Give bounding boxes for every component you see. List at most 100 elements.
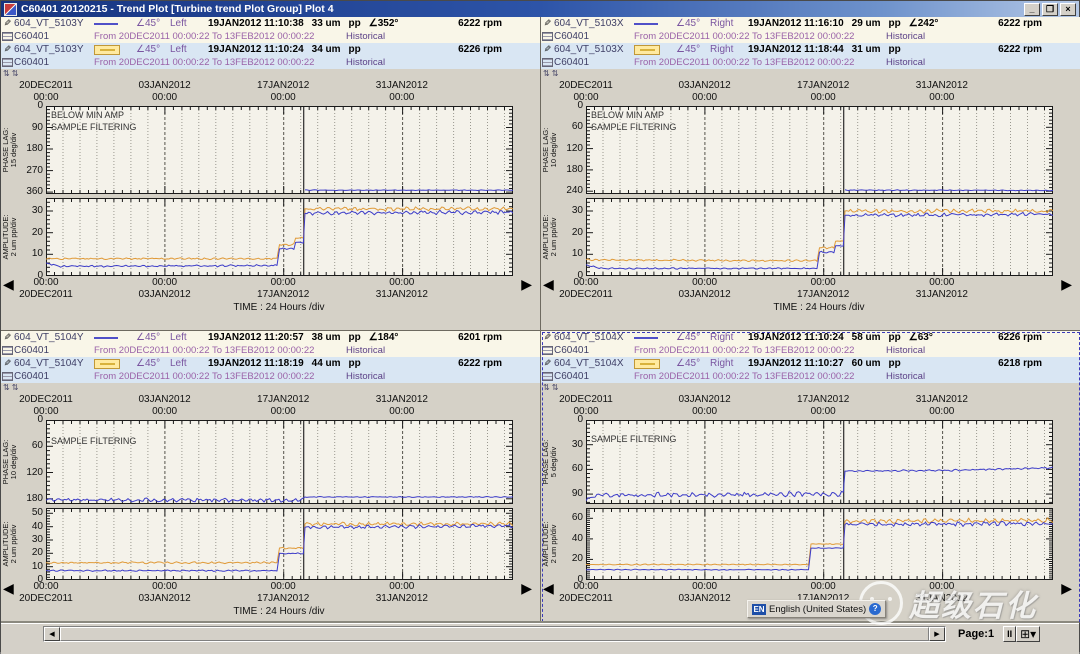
time-axis-bottom: 00:00 20DEC2011 00:00 03JAN2012 00:00 17JAN20…	[541, 276, 1080, 328]
pan-left-arrow[interactable]: ◀	[3, 276, 14, 292]
window-controls: _ ❐ ×	[1024, 2, 1076, 16]
pan-right-arrow[interactable]: ▶	[521, 276, 532, 292]
quadrant-top-left[interactable]: ✎ 604_VT_5103Y ∠45° Left 19JAN2012 11:10:38 3…	[1, 17, 541, 331]
machine-info-row[interactable]: C60401 From 20DEC2011 00:00:22 To 13FEB20…	[541, 56, 1080, 69]
machine-icon	[1, 346, 14, 355]
axis-date-label: 17JAN2012 00:00	[257, 80, 310, 103]
channel-header-row[interactable]: ✎ 604_VT_5103Y ∠45° Left 19JAN2012 11:10:38 3…	[1, 17, 540, 30]
close-button[interactable]: ×	[1060, 2, 1076, 16]
channel-angle: ∠45°	[136, 358, 161, 369]
channel-reading: 19JAN2012 11:18:19 44 um pp	[208, 357, 361, 370]
axis-date-label: 00:00 31JAN2012	[915, 581, 968, 604]
axis-date-label: 00:00 31JAN2012	[375, 277, 428, 300]
machine-info-row[interactable]: C60401 From 20DEC2011 00:00:22 To 13FEB20…	[541, 30, 1080, 43]
channel-name: 604_VT_5103Y	[14, 18, 84, 29]
language-abbr-badge[interactable]: EN	[752, 603, 766, 615]
plot-canvas[interactable]: SAMPLE FILTERING	[586, 420, 1053, 504]
quadrant-bottom-right[interactable]: ✎ 604_VT_5104X ∠45° Right 19JAN2012 11:10:24…	[541, 331, 1080, 623]
machine-info-row[interactable]: C60401 From 20DEC2011 00:00:22 To 13FEB20…	[541, 344, 1080, 357]
minimize-button[interactable]: _	[1024, 2, 1040, 16]
horizontal-scrollbar[interactable]: ◀ ▶	[43, 626, 946, 642]
channel-header-row[interactable]: ✎ 604_VT_5104X ∠45° Right 19JAN2012 11:10:27…	[541, 357, 1080, 370]
pause-button[interactable]: II	[1003, 626, 1017, 642]
plot-area[interactable]	[46, 508, 513, 580]
machine-info-row[interactable]: C60401 From 20DEC2011 00:00:22 To 13FEB20…	[1, 344, 540, 357]
tick-label: 30	[31, 205, 43, 216]
direct-series-legend-icon	[94, 336, 136, 339]
pen-icon: ✎	[543, 18, 552, 28]
help-icon[interactable]: ?	[869, 603, 882, 615]
plot-canvas[interactable]	[586, 198, 1053, 276]
pan-left-arrow[interactable]: ◀	[543, 276, 554, 292]
expand-icon[interactable]: ⇅	[551, 382, 559, 392]
axis-date-label: 31JAN2012 00:00	[375, 80, 428, 103]
plot-area[interactable]: SAMPLE FILTERING	[586, 420, 1053, 504]
pan-left-arrow[interactable]: ◀	[3, 580, 14, 596]
scroll-right-button[interactable]: ▶	[929, 627, 945, 641]
scroll-left-button[interactable]: ◀	[44, 627, 60, 641]
channel-header-row[interactable]: ✎ 604_VT_5104X ∠45° Right 19JAN2012 11:10:24…	[541, 331, 1080, 344]
scrollbar-thumb[interactable]	[60, 627, 929, 641]
language-bar[interactable]: EN English (United States) ?	[747, 600, 887, 618]
plot-area[interactable]	[586, 508, 1053, 580]
machine-icon	[541, 372, 554, 381]
plot-canvas[interactable]	[46, 198, 513, 276]
plot-area[interactable]: BELOW MIN AMP SAMPLE FILTERING	[46, 106, 513, 194]
expand-icon[interactable]: ⇅	[551, 68, 559, 78]
plot-canvas[interactable]	[46, 508, 513, 580]
channel-header-row[interactable]: ✎ 604_VT_5103X ∠45° Right 19JAN2012 11:18:44…	[541, 43, 1080, 56]
pan-right-arrow[interactable]: ▶	[1061, 276, 1072, 292]
channel-angle: ∠45°	[136, 18, 161, 29]
expand-icon[interactable]: ⇅	[3, 382, 10, 392]
tick-label: 90	[31, 121, 43, 133]
expand-icon[interactable]: ⇅	[11, 68, 19, 78]
title-bar[interactable]: C60401 20120215 - Trend Plot [Turbine tr…	[1, 1, 1079, 17]
expand-icon[interactable]: ⇅	[543, 382, 550, 392]
language-name-label[interactable]: English (United States)	[769, 603, 867, 615]
expand-icon[interactable]: ⇅	[543, 68, 550, 78]
channel-header-row[interactable]: ✎ 604_VT_5104Y ∠45° Left 19JAN2012 11:18:19 4…	[1, 357, 540, 370]
phase-plot: PHASE LAG: 15 deg/div 0 90 180 270 360 BELOW MI…	[1, 101, 513, 197]
tick-label: 180	[26, 492, 43, 504]
axis-date-label: 00:00 20DEC2011	[559, 277, 613, 300]
channel-reading: 19JAN2012 11:18:44 31 um pp	[748, 43, 901, 56]
axis-date-label: 00:00 03JAN2012	[138, 581, 191, 604]
restore-button[interactable]: ❐	[1042, 2, 1058, 16]
tick-label: 270	[26, 164, 43, 176]
quadrant-bottom-left[interactable]: ✎ 604_VT_5104Y ∠45° Left 19JAN2012 11:20:57 3…	[1, 331, 541, 623]
expand-icon[interactable]: ⇅	[3, 68, 10, 78]
time-per-div-caption: TIME : 24 Hours /div	[233, 606, 325, 617]
collapse-controls: ⇅ ⇅	[541, 383, 1080, 392]
data-mode: Historical	[346, 57, 386, 68]
data-mode: Historical	[346, 31, 386, 42]
machine-info-row[interactable]: C60401 From 20DEC2011 00:00:22 To 13FEB20…	[541, 370, 1080, 383]
pan-right-arrow[interactable]: ▶	[1061, 580, 1072, 596]
channel-header-row[interactable]: ✎ 604_VT_5104Y ∠45° Left 19JAN2012 11:20:57 3…	[1, 331, 540, 344]
pan-right-arrow[interactable]: ▶	[521, 580, 532, 596]
expand-icon[interactable]: ⇅	[11, 382, 19, 392]
axis-date-label: 00:00 20DEC2011	[19, 581, 73, 604]
machine-info-row[interactable]: C60401 From 20DEC2011 00:00:22 To 13FEB20…	[1, 370, 540, 383]
machine-info-row[interactable]: C60401 From 20DEC2011 00:00:22 To 13FEB20…	[1, 56, 540, 69]
channel-name: 604_VT_5104X	[554, 332, 624, 343]
pan-left-arrow[interactable]: ◀	[543, 580, 554, 596]
plot-canvas[interactable]	[586, 508, 1053, 580]
plot-canvas[interactable]: SAMPLE FILTERING	[46, 420, 513, 504]
plot-canvas[interactable]: BELOW MIN AMP SAMPLE FILTERING	[586, 106, 1053, 194]
layout-grid-button[interactable]: ⊞▾	[1016, 626, 1041, 642]
plot-area[interactable]: BELOW MIN AMP SAMPLE FILTERING	[586, 106, 1053, 194]
plot-area[interactable]	[586, 198, 1053, 276]
machine-name: C60401	[14, 31, 50, 42]
channel-header-row[interactable]: ✎ 604_VT_5103X ∠45° Right 19JAN2012 11:16:10…	[541, 17, 1080, 30]
pen-icon: ✎	[543, 358, 552, 368]
plot-area[interactable]: SAMPLE FILTERING	[46, 420, 513, 504]
plot-area[interactable]	[46, 198, 513, 276]
channel-reading: 19JAN2012 11:10:24 34 um pp	[208, 43, 361, 56]
tick-label: 0	[577, 100, 583, 111]
quadrant-top-right[interactable]: ✎ 604_VT_5103X ∠45° Right 19JAN2012 11:16:10…	[541, 17, 1080, 331]
channel-reading: 19JAN2012 11:20:57 38 um pp ∠184°	[208, 331, 398, 344]
channel-header-row[interactable]: ✎ 604_VT_5103Y ∠45° Left 19JAN2012 11:10:24 3…	[1, 43, 540, 56]
tick-label: 0	[577, 574, 583, 585]
machine-info-row[interactable]: C60401 From 20DEC2011 00:00:22 To 13FEB20…	[1, 30, 540, 43]
plot-canvas[interactable]: BELOW MIN AMP SAMPLE FILTERING	[46, 106, 513, 194]
